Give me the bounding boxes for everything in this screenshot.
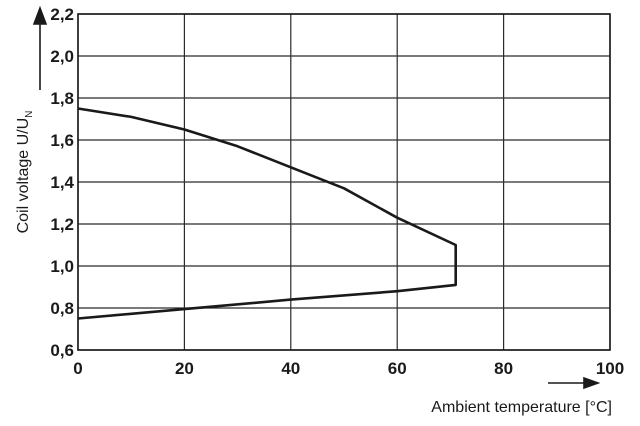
y-tick-label: 2,0	[50, 47, 74, 66]
operating-range-curves	[77, 107, 457, 320]
x-axis-title: Ambient temperature [°C]	[431, 399, 612, 416]
x-tick-label: 60	[388, 359, 407, 378]
y-tick-label: 1,2	[50, 215, 74, 234]
plot-frame	[77, 13, 611, 351]
y-tick-label: 1,0	[50, 257, 74, 276]
y-axis-title-subscript: N	[24, 111, 35, 118]
y-tick-label: 0,6	[50, 341, 74, 360]
x-axis-arrow	[548, 376, 601, 390]
grid-lines	[77, 13, 611, 351]
x-tick-label: 20	[175, 359, 194, 378]
y-tick-label: 1,8	[50, 89, 74, 108]
operating-range-line	[77, 107, 457, 320]
y-tick-label: 1,4	[50, 173, 74, 192]
x-tick-label: 100	[596, 359, 624, 378]
x-tick-labels: 0 20 40 60 80 100	[73, 359, 624, 378]
y-tick-label: 1,6	[50, 131, 74, 150]
y-axis-arrow	[32, 5, 48, 90]
y-axis-title-text: Coil voltage U/U	[15, 118, 32, 234]
y-tick-label: 2,2	[50, 5, 74, 24]
y-axis-title: Coil voltage U/UN	[15, 111, 35, 234]
x-tick-label: 0	[73, 359, 82, 378]
x-tick-label: 80	[494, 359, 513, 378]
x-tick-label: 40	[281, 359, 300, 378]
y-tick-labels: 0,6 0,8 1,0 1,2 1,4 1,6 1,8 2,0 2,2	[50, 5, 74, 360]
y-tick-label: 0,8	[50, 299, 74, 318]
